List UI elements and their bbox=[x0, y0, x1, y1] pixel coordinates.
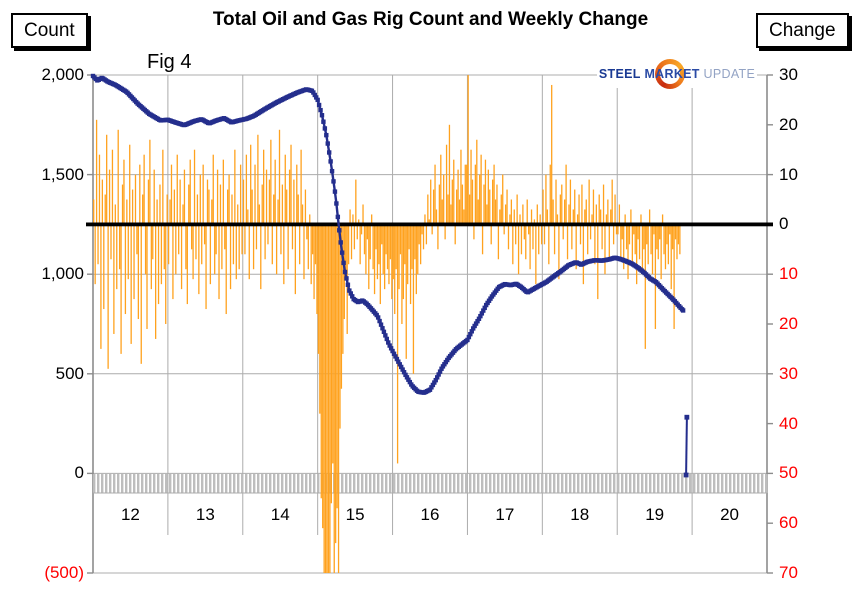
right-axis-tick-label: 70 bbox=[779, 563, 798, 582]
left-axis-tick-label: (500) bbox=[44, 563, 84, 582]
grid-lines bbox=[92, 74, 768, 574]
weekly-tick-band bbox=[93, 474, 768, 494]
change-axis-title: Change bbox=[769, 20, 836, 41]
logo-word-update: UPDATE bbox=[703, 67, 756, 81]
zero-change-line bbox=[86, 222, 773, 227]
left-axis-tick-label: 0 bbox=[74, 463, 84, 483]
right-axis-tick-label: 20 bbox=[779, 114, 798, 134]
left-axis-tick-label: 2,000 bbox=[41, 65, 84, 84]
chart-title: Total Oil and Gas Rig Count and Weekly C… bbox=[212, 9, 649, 30]
x-axis-year-label: 17 bbox=[495, 505, 515, 524]
left-axis-tick-label: 500 bbox=[55, 363, 84, 383]
left-axis-tick-label: 1,500 bbox=[41, 164, 84, 184]
weekly-change-bars bbox=[93, 75, 681, 573]
left-axis-tick-label: 1,000 bbox=[41, 264, 84, 284]
axis-tick-marks bbox=[87, 74, 773, 574]
right-axis-tick-label: 60 bbox=[779, 513, 798, 533]
x-axis-year-label: 16 bbox=[420, 505, 440, 524]
artifact-segment bbox=[683, 414, 690, 478]
logo-word-market: MARKET bbox=[644, 67, 700, 81]
x-axis-year-label: 19 bbox=[645, 505, 665, 524]
x-axis-year-label: 20 bbox=[720, 505, 739, 524]
right-axis-tick-label: 10 bbox=[779, 164, 798, 184]
logo-word-steel: STEEL bbox=[598, 67, 641, 81]
count-axis-title-box: Count bbox=[11, 13, 88, 48]
right-axis-tick-label: 30 bbox=[779, 65, 798, 84]
right-axis-tick-label: 0 bbox=[779, 214, 789, 234]
right-axis-tick-label: 10 bbox=[779, 264, 798, 284]
x-axis-year-label: 13 bbox=[195, 505, 215, 524]
x-axis-year-label: 12 bbox=[120, 505, 140, 524]
right-axis-tick-label: 30 bbox=[779, 363, 798, 383]
x-axis-year-label: 14 bbox=[270, 505, 290, 524]
right-axis-tick-label: 40 bbox=[779, 413, 798, 433]
right-axis-tick-label: 20 bbox=[779, 314, 798, 333]
x-axis-year-label: 18 bbox=[570, 505, 590, 524]
logo-swoosh-icon bbox=[655, 59, 685, 89]
steel-market-update-logo: STEEL MARKET UPDATE bbox=[597, 59, 757, 89]
right-axis-tick-label: 50 bbox=[779, 463, 798, 483]
change-axis-title-box: Change bbox=[756, 13, 849, 48]
x-axis-year-label: 15 bbox=[345, 505, 365, 524]
rig-count-line bbox=[90, 73, 686, 395]
count-axis-title: Count bbox=[24, 20, 75, 41]
figure-number-label: Fig 4 bbox=[147, 51, 192, 73]
